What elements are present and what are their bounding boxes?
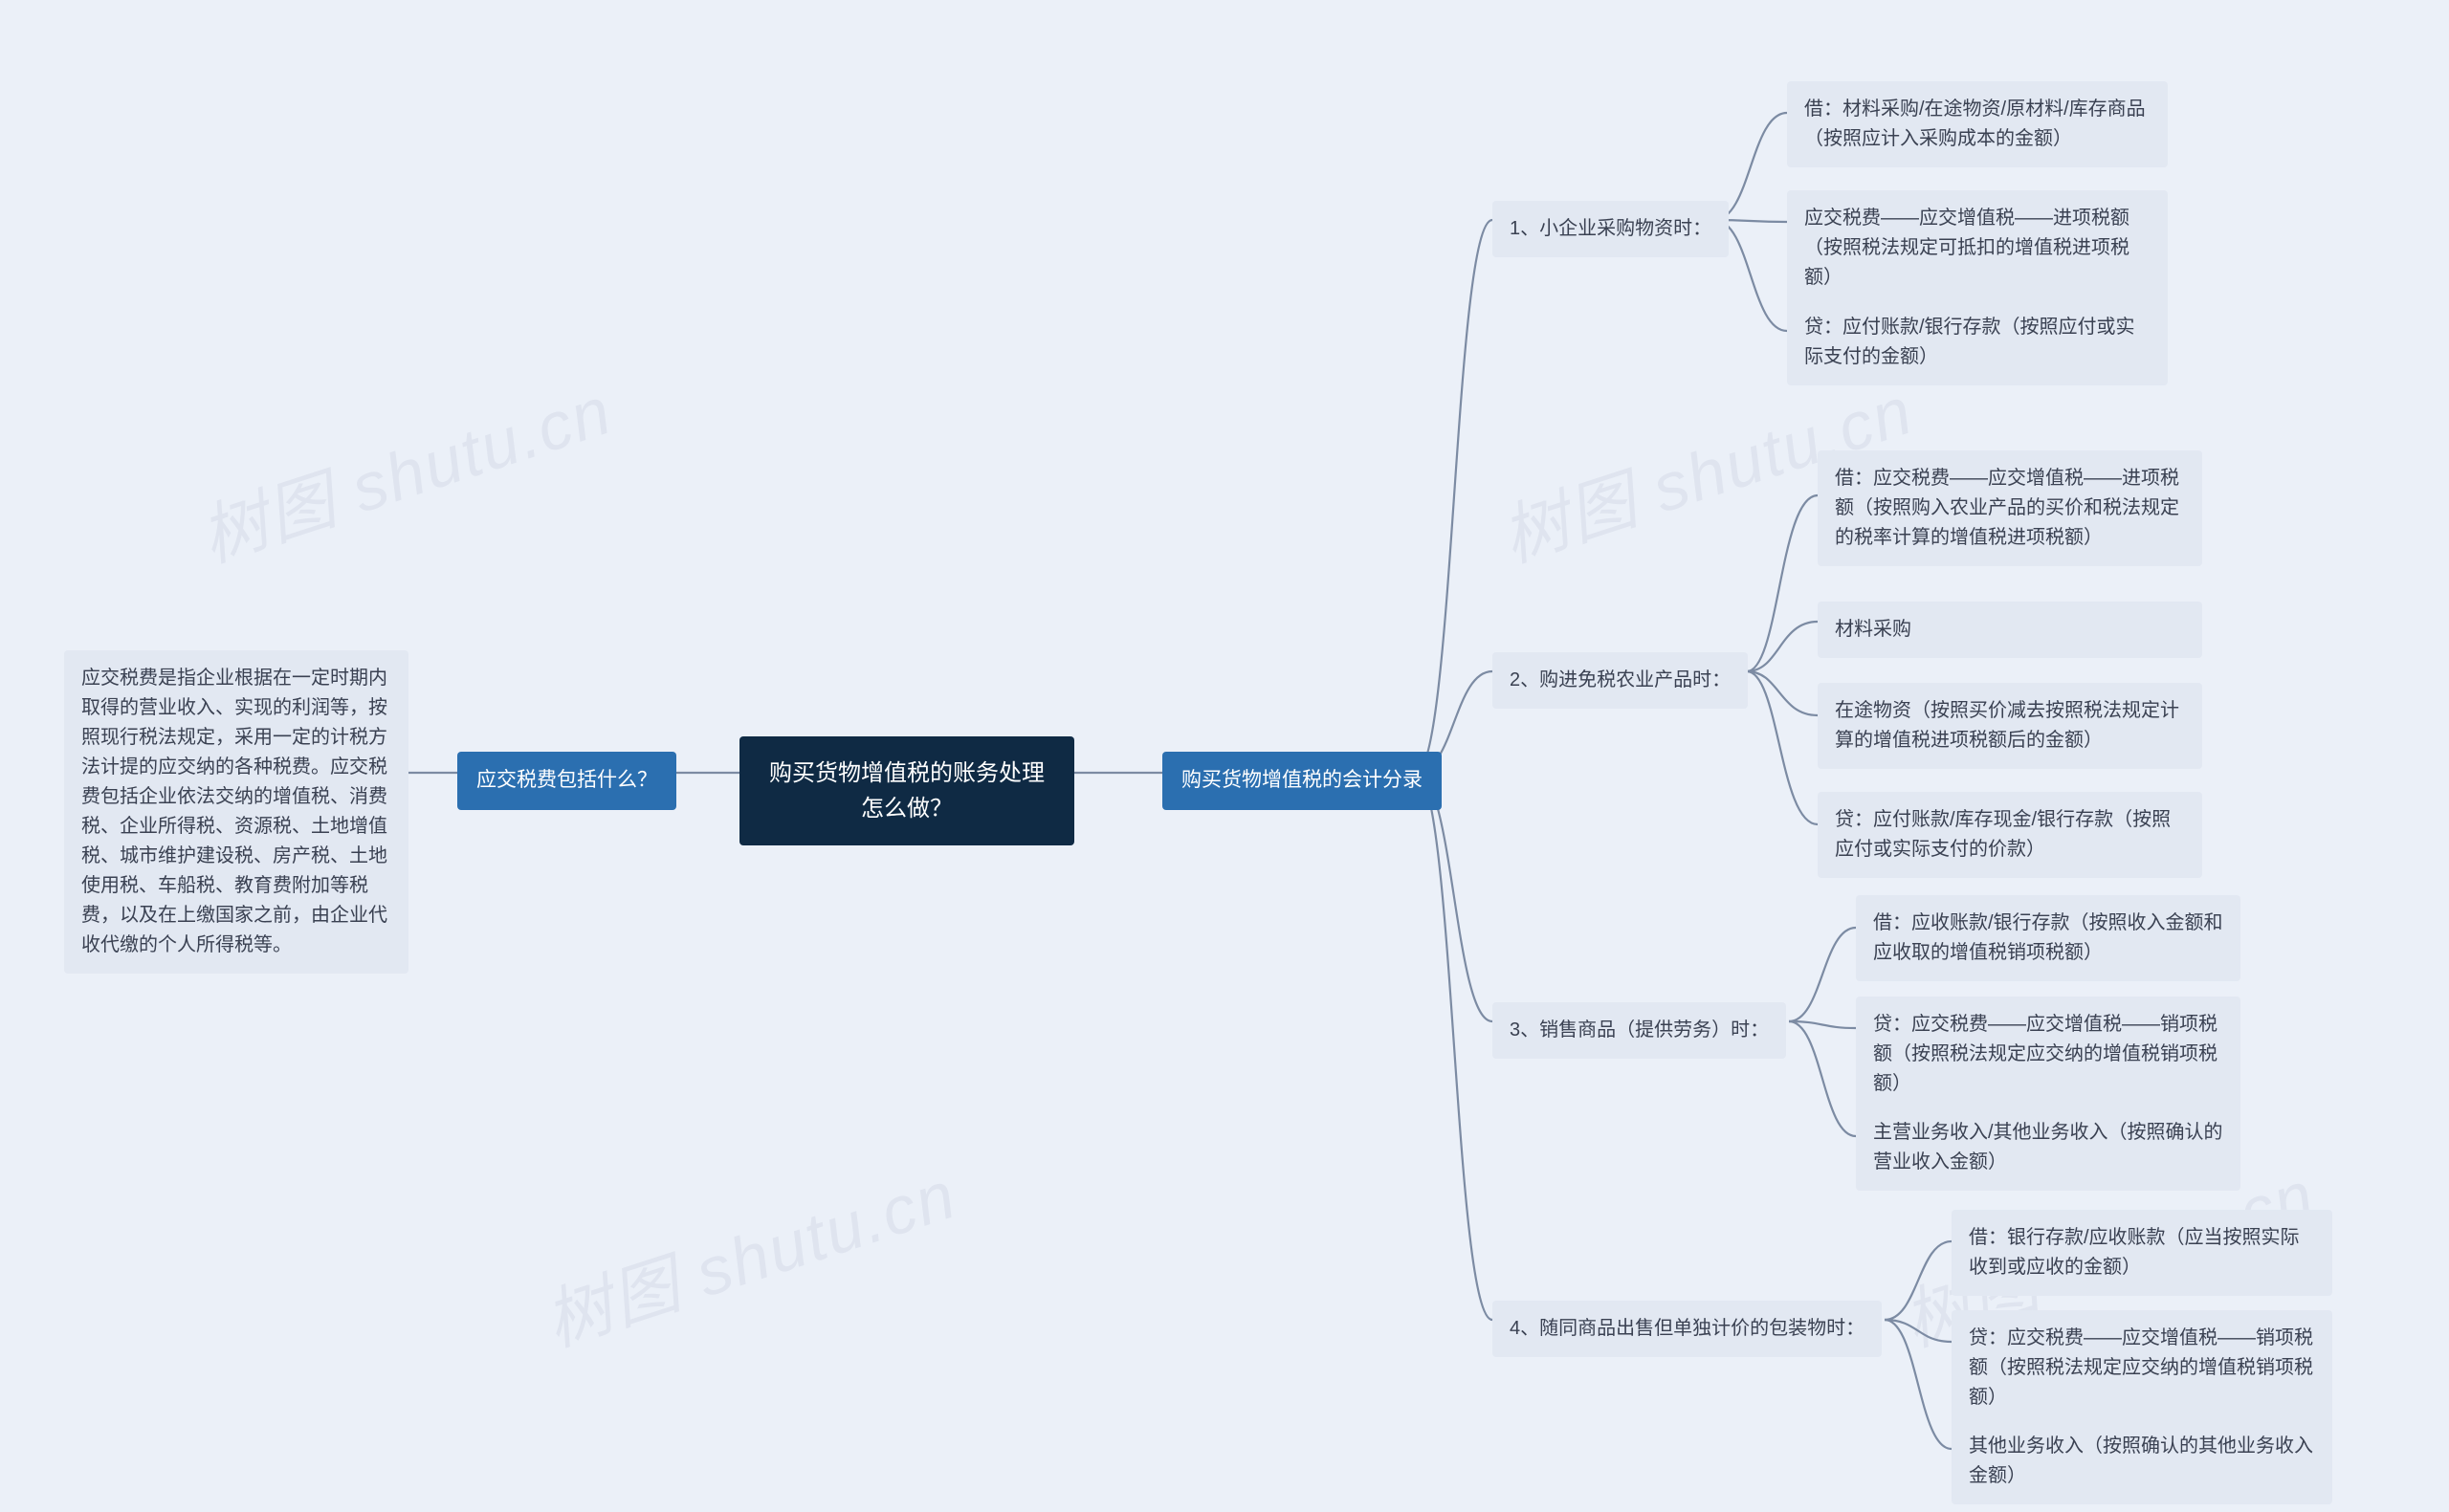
group-3-item-2: 贷：应交税费——应交增值税——销项税额（按照税法规定应交纳的增值税销项税额） xyxy=(1856,997,2240,1112)
group-3-item-1: 借：应收账款/银行存款（按照收入金额和应收取的增值税销项税额） xyxy=(1856,895,2240,981)
group-4-item-2: 贷：应交税费——应交增值税——销项税额（按照税法规定应交纳的增值税销项税额） xyxy=(1952,1310,2332,1426)
group-2-label: 2、购进免税农业产品时： xyxy=(1492,652,1748,709)
group-1-item-2: 应交税费——应交增值税——进项税额（按照税法规定可抵扣的增值税进项税额） xyxy=(1787,190,2168,306)
watermark: 树图 shutu.cn xyxy=(187,358,622,581)
group-2-item-2: 材料采购 xyxy=(1818,602,2202,658)
group-3-label: 3、销售商品（提供劳务）时： xyxy=(1492,1002,1786,1059)
watermark: 树图 shutu.cn xyxy=(531,1142,966,1366)
group-4-item-1: 借：银行存款/应收账款（应当按照实际收到或应收的金额） xyxy=(1952,1210,2332,1296)
group-2-item-1: 借：应交税费——应交增值税——进项税额（按照购入农业产品的买价和税法规定的税率计… xyxy=(1818,450,2202,566)
group-1-item-3: 贷：应付账款/银行存款（按照应付或实际支付的金额） xyxy=(1787,299,2168,385)
root-node: 购买货物增值税的账务处理怎么做？ xyxy=(739,736,1074,845)
group-3-item-3: 主营业务收入/其他业务收入（按照确认的营业收入金额） xyxy=(1856,1105,2240,1191)
left-primary-node: 应交税费包括什么？ xyxy=(457,752,676,810)
group-1-label: 1、小企业采购物资时： xyxy=(1492,201,1729,257)
group-4-label: 4、随同商品出售但单独计价的包装物时： xyxy=(1492,1301,1882,1357)
group-1-item-1: 借：材料采购/在途物资/原材料/库存商品（按照应计入采购成本的金额） xyxy=(1787,81,2168,167)
group-2-item-3: 在途物资（按照买价减去按照税法规定计算的增值税进项税额后的金额） xyxy=(1818,683,2202,769)
group-4-item-3: 其他业务收入（按照确认的其他业务收入金额） xyxy=(1952,1418,2332,1504)
right-primary-node: 购买货物增值税的会计分录 xyxy=(1162,752,1442,810)
group-2-item-4: 贷：应付账款/库存现金/银行存款（按照应付或实际支付的价款） xyxy=(1818,792,2202,878)
left-detail-node: 应交税费是指企业根据在一定时期内取得的营业收入、实现的利润等，按照现行税法规定，… xyxy=(64,650,408,974)
